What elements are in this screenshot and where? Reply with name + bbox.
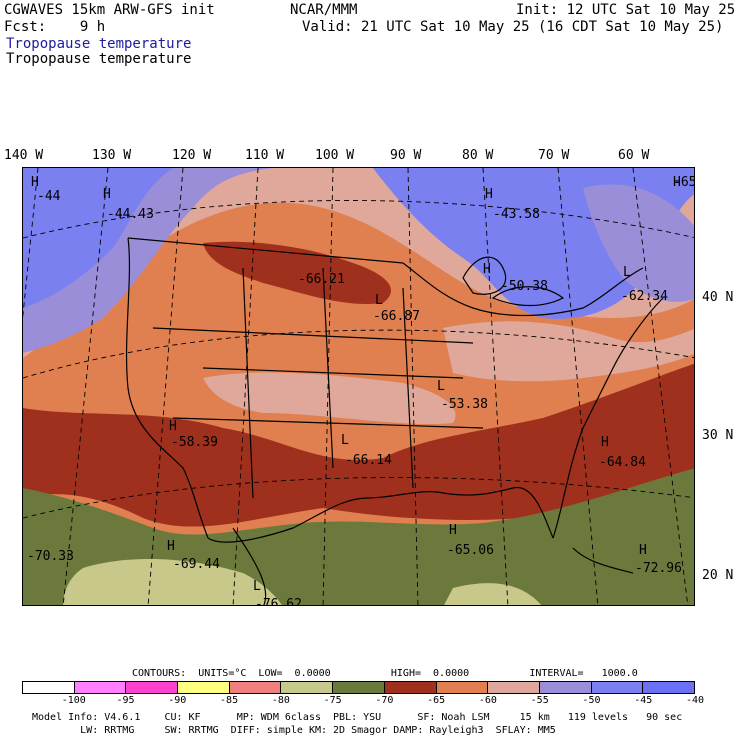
extremum-value: -64.84 <box>599 455 646 470</box>
colorbar-tick-label: -60 <box>478 695 497 706</box>
extremum-value: -76.62 <box>255 597 302 606</box>
lon-label-100w: 100 W <box>315 148 355 163</box>
field-blueviolet-nw <box>23 168 173 308</box>
low-marker: L <box>623 265 631 280</box>
colorbar-swatch <box>488 682 540 693</box>
field-lavender-ne <box>583 184 694 302</box>
colorbar-swatch <box>281 682 334 693</box>
extremum-value: -66.87 <box>373 309 420 324</box>
colorbar-tick-label: -95 <box>116 695 135 706</box>
lon-label-130w: 130 W <box>92 148 132 163</box>
high-marker: H <box>103 187 111 202</box>
colorbar-tick-label: -80 <box>271 695 290 706</box>
field-title-secondary: Tropopause temperature <box>6 51 192 67</box>
lat-lon-grid <box>23 168 694 605</box>
high-marker: H <box>639 543 647 558</box>
lon-label-110w: 110 W <box>245 148 285 163</box>
model-title: CGWAVES 15km ARW-GFS init <box>4 2 215 18</box>
high-marker: H <box>169 419 177 434</box>
colorbar-tick-label: -75 <box>323 695 342 706</box>
high-marker: H <box>483 262 491 277</box>
colorbar-tick-label: -50 <box>582 695 601 706</box>
colorbar-swatch <box>539 682 592 693</box>
extrema-labels: H-44 H-44.43H-43.58H-65-66.21H-50.38L-62.… <box>27 175 695 606</box>
colorbar-swatch <box>591 682 644 693</box>
colorbar-swatch <box>384 682 437 693</box>
extremum-value: -58.39 <box>171 435 218 450</box>
valid-time: Valid: 21 UTC Sat 10 May 25 (16 CDT Sat … <box>302 19 724 35</box>
colorbar-tick-label: -85 <box>220 695 239 706</box>
extremum-value: -70.33 <box>27 549 74 564</box>
lon-label-120w: 120 W <box>172 148 212 163</box>
colorbar-tick-label: -70 <box>375 695 394 706</box>
low-marker: L <box>341 433 349 448</box>
colorbar-swatch <box>229 682 282 693</box>
extremum-value: -53.38 <box>441 397 488 412</box>
extremum-value: -66.21 <box>298 272 345 287</box>
lon-label-90w: 90 W <box>390 148 422 163</box>
lon-label-80w: 80 W <box>462 148 494 163</box>
extremum-value: -65 <box>673 175 695 190</box>
forecast-hour: Fcst: 9 h <box>4 19 106 35</box>
lon-label-70w: 70 W <box>538 148 570 163</box>
colorbar <box>22 681 695 694</box>
high-marker: H <box>485 187 493 202</box>
colorbar-tick-label: -45 <box>634 695 653 706</box>
extremum-value: -66.14 <box>345 453 392 468</box>
lat-label-20n: 20 N <box>702 568 734 583</box>
lat-label-40n: 40 N <box>702 290 734 305</box>
field-khaki-s <box>444 583 542 605</box>
lon-label-60w: 60 W <box>618 148 650 163</box>
extremum-value: -43.58 <box>493 207 540 222</box>
high-marker: H <box>673 175 681 190</box>
extremum-value: -72.96 <box>635 561 682 576</box>
extremum-value: -50.38 <box>501 279 548 294</box>
extremum-value: -65.06 <box>447 543 494 558</box>
init-time: Init: 12 UTC Sat 10 May 25 <box>516 2 736 18</box>
colorbar-tick-label: -100 <box>61 695 86 706</box>
field-maroon-plains <box>203 241 392 304</box>
field-khaki-sw <box>63 558 282 605</box>
model-info-line2: LW: RRTMG SW: RRTMG DIFF: simple KM: 2D … <box>32 725 556 736</box>
model-info-line1: Model Info: V4.6.1 CU: KF MP: WDM 6class… <box>32 712 683 723</box>
lon-label-140w: 140 W <box>4 148 44 163</box>
low-marker: L <box>375 293 383 308</box>
field-pink-east <box>443 321 694 382</box>
high-marker: H <box>31 175 39 190</box>
colorbar-tick-label: -65 <box>427 695 446 706</box>
lat-label-30n: 30 N <box>702 428 734 443</box>
high-marker: H <box>601 435 609 450</box>
extremum-value: -44.43 <box>107 207 154 222</box>
contour-info: CONTOURS: UNITS=°C LOW= 0.0000 HIGH= 0.0… <box>132 668 638 679</box>
colorbar-tick-label: -40 <box>685 695 705 706</box>
extremum-value: -69.44 <box>173 557 220 572</box>
low-marker: L <box>437 379 445 394</box>
extremum-value: -44 <box>37 189 61 204</box>
colorbar-swatch <box>178 682 230 693</box>
extremum-value: -62.34 <box>621 289 668 304</box>
low-marker: L <box>253 579 261 594</box>
center-label: NCAR/MMM <box>290 2 358 18</box>
high-marker: H <box>167 539 175 554</box>
colorbar-swatch <box>436 682 489 693</box>
map-panel: H -44 H -44.43 H -43.58 H -65 -66.21 H -50.38 L -62.… <box>22 167 695 606</box>
colorbar-swatch <box>23 682 75 693</box>
colorbar-swatch <box>643 682 694 693</box>
tropopause-temperature-map: H-44 H-44.43H-43.58H-65-66.21H-50.38L-62.… <box>23 168 695 606</box>
colorbar-swatch <box>126 682 179 693</box>
colorbar-swatch <box>333 682 385 693</box>
colorbar-swatch <box>74 682 127 693</box>
coastlines-borders <box>125 237 664 605</box>
high-marker: H <box>449 523 457 538</box>
field-title-primary: Tropopause temperature <box>6 36 192 52</box>
colorbar-tick-label: -55 <box>530 695 549 706</box>
colorbar-tick-label: -90 <box>168 695 187 706</box>
